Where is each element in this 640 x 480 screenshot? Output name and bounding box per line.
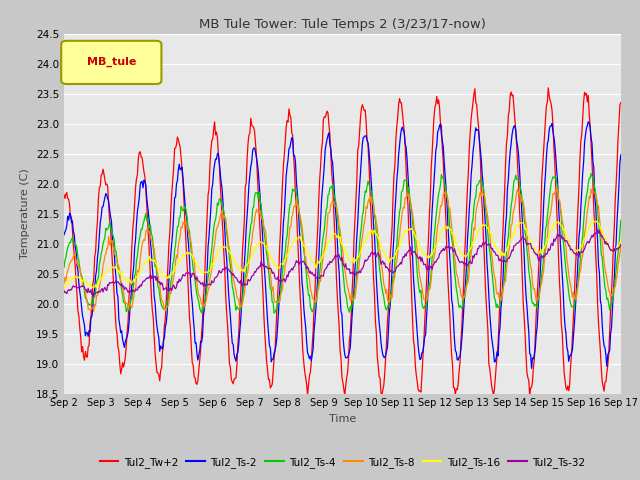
Legend: Tul2_Tw+2, Tul2_Ts-2, Tul2_Ts-4, Tul2_Ts-8, Tul2_Ts-16, Tul2_Ts-32: Tul2_Tw+2, Tul2_Ts-2, Tul2_Ts-4, Tul2_Ts…	[95, 453, 589, 472]
Y-axis label: Temperature (C): Temperature (C)	[20, 168, 30, 259]
FancyBboxPatch shape	[61, 41, 161, 84]
Title: MB Tule Tower: Tule Temps 2 (3/23/17-now): MB Tule Tower: Tule Temps 2 (3/23/17-now…	[199, 18, 486, 31]
Text: MB_tule: MB_tule	[86, 57, 136, 67]
X-axis label: Time: Time	[329, 414, 356, 424]
